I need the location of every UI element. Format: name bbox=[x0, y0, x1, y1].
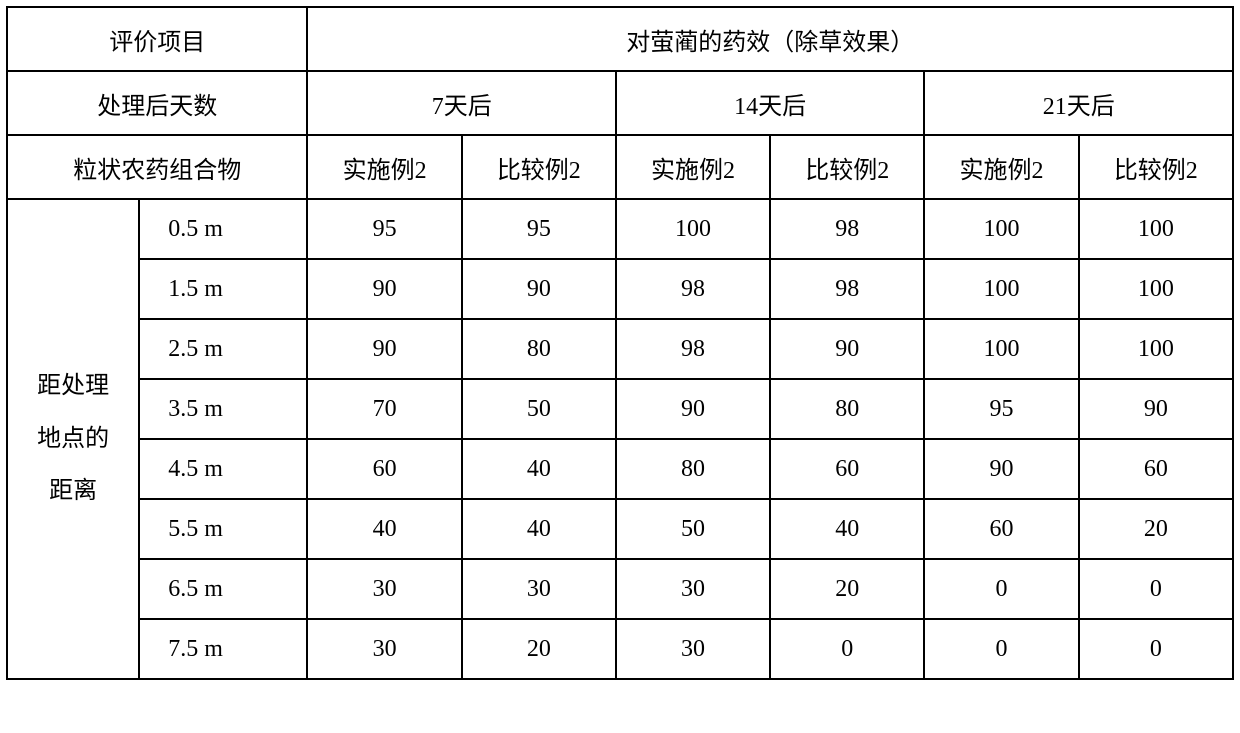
col-comparative-21: 比较例2 bbox=[1079, 135, 1233, 199]
data-cell: 60 bbox=[924, 499, 1078, 559]
data-cell: 100 bbox=[924, 259, 1078, 319]
data-cell: 40 bbox=[307, 499, 461, 559]
distance-cell: 5.5 m bbox=[139, 499, 307, 559]
distance-cell: 2.5 m bbox=[139, 319, 307, 379]
data-cell: 100 bbox=[616, 199, 770, 259]
distance-cell: 6.5 m bbox=[139, 559, 307, 619]
data-cell: 40 bbox=[462, 499, 616, 559]
data-cell: 100 bbox=[1079, 319, 1233, 379]
data-cell: 30 bbox=[307, 619, 461, 679]
col-example-14: 实施例2 bbox=[616, 135, 770, 199]
data-cell: 30 bbox=[616, 559, 770, 619]
data-cell: 60 bbox=[307, 439, 461, 499]
data-cell: 20 bbox=[1079, 499, 1233, 559]
data-cell: 60 bbox=[770, 439, 924, 499]
data-cell: 100 bbox=[1079, 259, 1233, 319]
data-cell: 90 bbox=[307, 319, 461, 379]
data-cell: 95 bbox=[462, 199, 616, 259]
distance-cell: 0.5 m bbox=[139, 199, 307, 259]
data-cell: 60 bbox=[1079, 439, 1233, 499]
data-cell: 40 bbox=[462, 439, 616, 499]
col-example-21: 实施例2 bbox=[924, 135, 1078, 199]
table-row: 2.5 m 90 80 98 90 100 100 bbox=[7, 319, 1233, 379]
distance-cell: 3.5 m bbox=[139, 379, 307, 439]
data-cell: 98 bbox=[770, 199, 924, 259]
efficacy-table: 评价项目 对萤蔺的药效（除草效果） 处理后天数 7天后 14天后 21天后 粒状… bbox=[6, 6, 1234, 680]
data-cell: 90 bbox=[770, 319, 924, 379]
composition-label-header: 粒状农药组合物 bbox=[7, 135, 307, 199]
data-cell: 90 bbox=[924, 439, 1078, 499]
data-cell: 98 bbox=[616, 259, 770, 319]
table-row: 7.5 m 30 20 30 0 0 0 bbox=[7, 619, 1233, 679]
header-row-2: 处理后天数 7天后 14天后 21天后 bbox=[7, 71, 1233, 135]
distance-cell: 1.5 m bbox=[139, 259, 307, 319]
days-after-treatment-header: 处理后天数 bbox=[7, 71, 307, 135]
data-cell: 0 bbox=[924, 559, 1078, 619]
data-cell: 100 bbox=[924, 199, 1078, 259]
data-cell: 80 bbox=[462, 319, 616, 379]
data-cell: 95 bbox=[307, 199, 461, 259]
data-cell: 0 bbox=[1079, 619, 1233, 679]
data-cell: 0 bbox=[770, 619, 924, 679]
col-example-7: 实施例2 bbox=[307, 135, 461, 199]
data-cell: 100 bbox=[924, 319, 1078, 379]
data-cell: 20 bbox=[770, 559, 924, 619]
data-cell: 100 bbox=[1079, 199, 1233, 259]
data-cell: 50 bbox=[462, 379, 616, 439]
data-cell: 90 bbox=[307, 259, 461, 319]
data-cell: 90 bbox=[462, 259, 616, 319]
efficacy-title-header: 对萤蔺的药效（除草效果） bbox=[307, 7, 1233, 71]
data-cell: 30 bbox=[462, 559, 616, 619]
distance-cell: 4.5 m bbox=[139, 439, 307, 499]
table-row: 1.5 m 90 90 98 98 100 100 bbox=[7, 259, 1233, 319]
evaluation-item-header: 评价项目 bbox=[7, 7, 307, 71]
table-row: 6.5 m 30 30 30 20 0 0 bbox=[7, 559, 1233, 619]
data-cell: 98 bbox=[770, 259, 924, 319]
period-21-header: 21天后 bbox=[924, 71, 1233, 135]
data-cell: 50 bbox=[616, 499, 770, 559]
row-group-label: 距处理地点的距离 bbox=[7, 199, 139, 679]
data-cell: 95 bbox=[924, 379, 1078, 439]
data-cell: 80 bbox=[770, 379, 924, 439]
period-7-header: 7天后 bbox=[307, 71, 615, 135]
data-cell: 0 bbox=[924, 619, 1078, 679]
table-row: 4.5 m 60 40 80 60 90 60 bbox=[7, 439, 1233, 499]
table-row: 5.5 m 40 40 50 40 60 20 bbox=[7, 499, 1233, 559]
data-cell: 40 bbox=[770, 499, 924, 559]
data-cell: 20 bbox=[462, 619, 616, 679]
data-cell: 30 bbox=[616, 619, 770, 679]
data-cell: 90 bbox=[1079, 379, 1233, 439]
table-row: 3.5 m 70 50 90 80 95 90 bbox=[7, 379, 1233, 439]
data-cell: 30 bbox=[307, 559, 461, 619]
period-14-header: 14天后 bbox=[616, 71, 924, 135]
header-row-1: 评价项目 对萤蔺的药效（除草效果） bbox=[7, 7, 1233, 71]
distance-cell: 7.5 m bbox=[139, 619, 307, 679]
data-cell: 98 bbox=[616, 319, 770, 379]
data-cell: 0 bbox=[1079, 559, 1233, 619]
table-row: 距处理地点的距离 0.5 m 95 95 100 98 100 100 bbox=[7, 199, 1233, 259]
data-cell: 80 bbox=[616, 439, 770, 499]
col-comparative-7: 比较例2 bbox=[462, 135, 616, 199]
data-cell: 70 bbox=[307, 379, 461, 439]
header-row-3: 粒状农药组合物 实施例2 比较例2 实施例2 比较例2 实施例2 比较例2 bbox=[7, 135, 1233, 199]
data-cell: 90 bbox=[616, 379, 770, 439]
col-comparative-14: 比较例2 bbox=[770, 135, 924, 199]
distance-group-label: 距处理地点的距离 bbox=[12, 360, 134, 518]
